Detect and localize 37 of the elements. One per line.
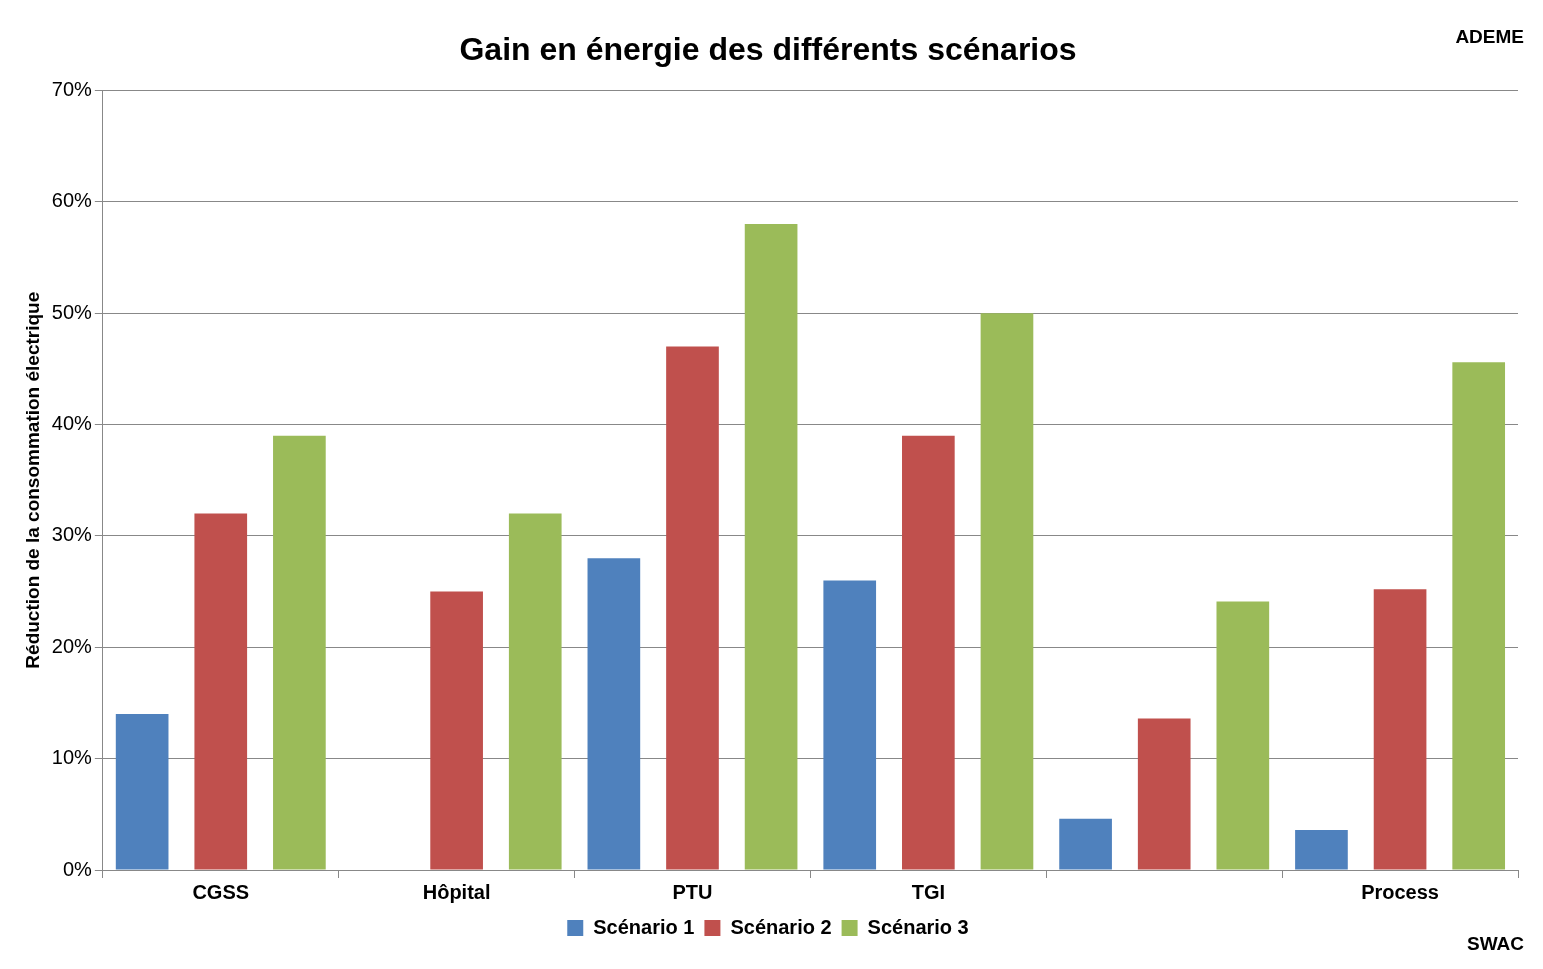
bar <box>115 714 169 870</box>
bar <box>508 513 562 870</box>
x-tick-label: Hôpital <box>422 880 491 903</box>
x-tick-label: CGSS <box>192 880 250 903</box>
y-tick-label: 10% <box>51 746 93 769</box>
bar <box>744 224 798 870</box>
legend-label: Scénario 1 <box>593 915 695 938</box>
y-tick-label: 70% <box>51 77 93 100</box>
legend-label: Scénario 2 <box>730 915 832 938</box>
bar <box>1295 829 1348 870</box>
bar <box>1452 362 1506 870</box>
y-tick-label: 50% <box>51 300 93 323</box>
bar <box>430 591 483 870</box>
x-tick-label: TGI <box>911 880 946 903</box>
bar <box>587 558 641 870</box>
text: ADEME <box>1455 25 1524 47</box>
chart-title: Gain en énergie des différents scénarios <box>459 31 1077 68</box>
y-tick-label: 20% <box>51 634 93 657</box>
bar <box>194 513 248 870</box>
bar <box>1137 718 1191 870</box>
bar <box>666 346 719 870</box>
legend-label: Scénario 3 <box>867 915 969 938</box>
bar <box>1373 589 1427 870</box>
bar <box>823 580 877 870</box>
x-tick-label: Process <box>1361 880 1439 903</box>
bar <box>1059 818 1112 870</box>
bar <box>902 435 955 870</box>
bar <box>1216 601 1270 870</box>
y-tick-label: 0% <box>62 857 93 880</box>
y-tick-label: 40% <box>51 412 93 435</box>
y-axis-title: Réduction de la consommation électrique <box>21 291 43 669</box>
x-tick-label: PTU <box>672 880 713 903</box>
y-tick-label: 60% <box>51 189 93 212</box>
text: SWAC <box>1467 932 1525 954</box>
bar <box>273 435 326 870</box>
y-tick-label: 30% <box>51 523 93 546</box>
bar <box>980 313 1034 870</box>
